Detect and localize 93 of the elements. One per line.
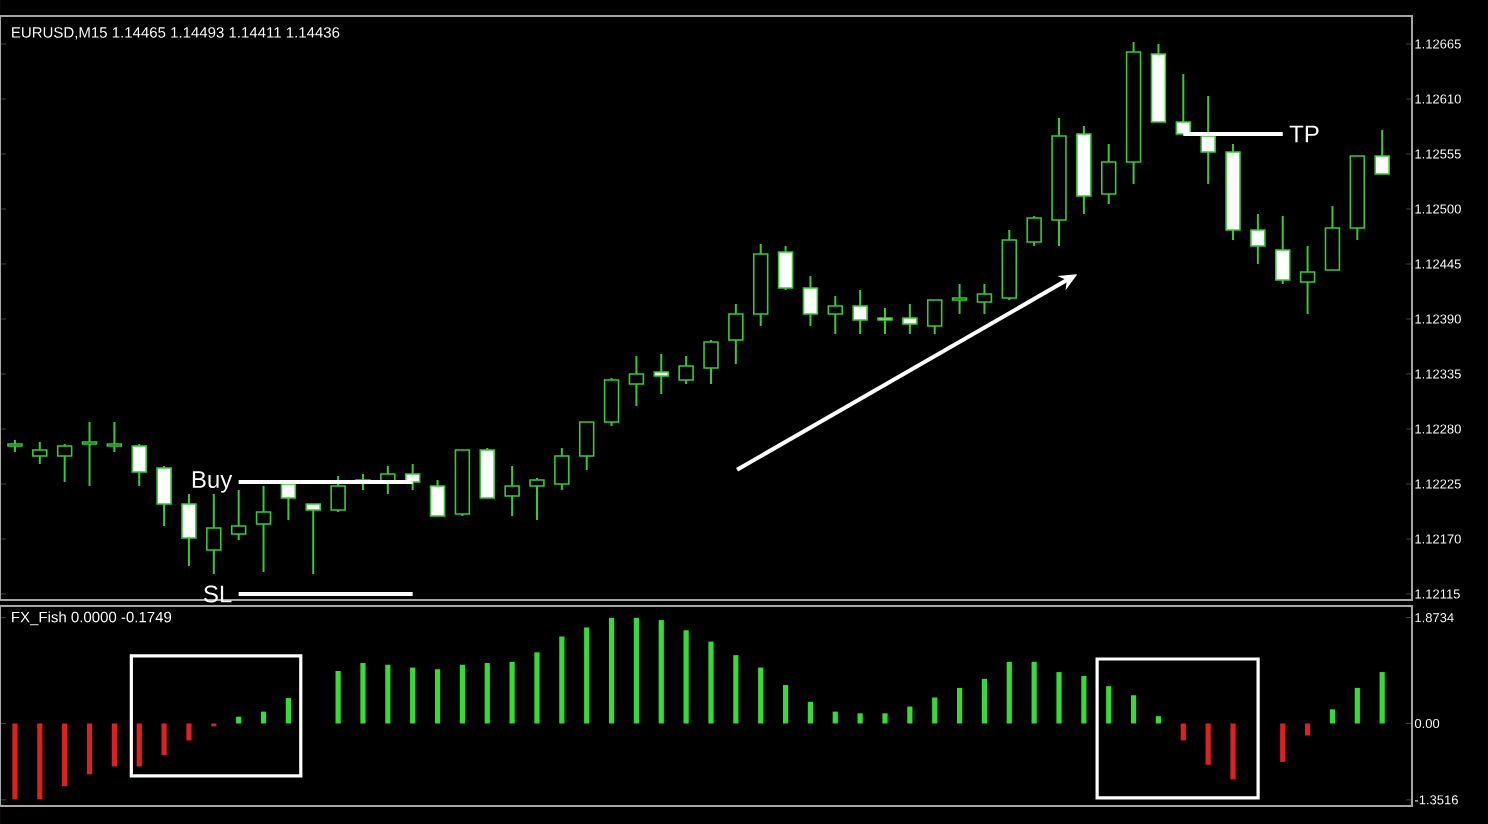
- bar: [1205, 723, 1211, 765]
- candlestick: [1374, 128, 1390, 175]
- candlestick: [32, 440, 48, 465]
- bar: [981, 678, 988, 724]
- candlestick: [330, 474, 346, 513]
- candlestick: [131, 442, 147, 487]
- bar: [1329, 709, 1336, 724]
- bar: [882, 713, 888, 724]
- candlestick: [1299, 244, 1316, 315]
- candlestick: [1324, 204, 1341, 271]
- bar: [758, 667, 764, 724]
- candlestick: [926, 298, 943, 335]
- candlestick: [976, 282, 993, 315]
- bar: [37, 723, 43, 800]
- candlestick: [305, 502, 321, 575]
- candlestick: [603, 376, 620, 427]
- candlestick: [504, 464, 520, 517]
- bar: [12, 723, 18, 800]
- bar: [782, 685, 789, 724]
- bar: [1230, 723, 1236, 780]
- candlestick: [703, 338, 719, 385]
- bar: [683, 630, 689, 724]
- candlestick: [728, 302, 744, 365]
- bar: [186, 723, 192, 741]
- bar: [410, 667, 416, 724]
- candlestick: [902, 302, 918, 335]
- candlestick: [81, 420, 98, 487]
- bar: [932, 697, 938, 724]
- series-label: TP: [1289, 125, 1319, 143]
- candlestick: [1250, 212, 1266, 265]
- series-label: SL: [204, 585, 232, 603]
- candlestick: [1100, 142, 1117, 205]
- bar: [534, 652, 540, 724]
- bar: [1305, 723, 1311, 736]
- bar: [459, 664, 465, 724]
- candlestick: [1274, 214, 1291, 285]
- bar: [1081, 676, 1087, 724]
- candlestick: [106, 420, 123, 453]
- bar: [733, 655, 739, 724]
- candlestick: [877, 306, 893, 335]
- candlestick: [479, 446, 496, 499]
- series-label: Buy: [192, 471, 233, 493]
- bar: [857, 713, 863, 724]
- bar: [62, 723, 68, 787]
- bar: [509, 661, 515, 724]
- candlestick: [181, 492, 197, 567]
- bar: [907, 706, 913, 724]
- bar: [285, 698, 291, 724]
- bar: [1130, 695, 1137, 724]
- bar: [111, 723, 117, 767]
- bar: [136, 723, 142, 767]
- candlestick: [429, 478, 446, 517]
- bar: [484, 663, 490, 724]
- bar: [1106, 686, 1112, 724]
- candlestick: [802, 274, 819, 327]
- candlestick: [951, 282, 968, 315]
- bar: [1155, 716, 1162, 724]
- candlestick: [529, 476, 545, 521]
- bar: [360, 663, 366, 724]
- bar: [1056, 672, 1062, 724]
- bar: [608, 617, 615, 724]
- candlestick: [156, 464, 172, 527]
- candlestick: [1026, 214, 1042, 247]
- bar: [1006, 661, 1012, 724]
- candlestick: [653, 352, 670, 395]
- bar: [1031, 661, 1037, 724]
- candlestick: [678, 354, 694, 385]
- bar: [1379, 672, 1385, 724]
- candlestick: [777, 244, 794, 291]
- bar: [1180, 723, 1186, 741]
- candlestick: [554, 446, 570, 491]
- bar: [956, 687, 963, 724]
- candlestick: [230, 488, 247, 541]
- bar: [633, 617, 640, 724]
- candlestick: [56, 442, 73, 483]
- bar: [434, 669, 441, 724]
- bar: [86, 723, 93, 775]
- bar: [161, 723, 167, 756]
- candlestick: [578, 420, 595, 471]
- bar: [708, 641, 714, 724]
- candlestick: [827, 294, 844, 335]
- bar: [559, 636, 565, 724]
- bar: [1280, 723, 1286, 762]
- candlestick: [852, 288, 868, 335]
- bar: [807, 702, 814, 724]
- bar: [385, 664, 391, 724]
- candlestick: [255, 484, 272, 573]
- bar: [658, 620, 664, 724]
- candlestick: [628, 354, 645, 407]
- bar: [1354, 687, 1360, 724]
- bar: [335, 670, 341, 724]
- bar: [584, 627, 590, 724]
- candlestick: [206, 492, 222, 575]
